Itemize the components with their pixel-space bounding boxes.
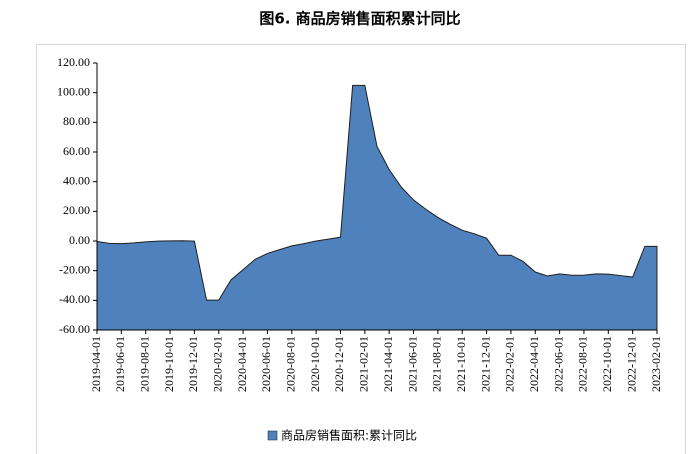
x-tick-label: 2022-12-01 [624, 336, 638, 392]
x-tick-label: 2021-04-01 [381, 336, 395, 392]
area [96, 84, 658, 331]
y-tick-label: 40.00 [63, 173, 90, 187]
legend-swatch [267, 430, 278, 441]
x-tick-label: 2022-08-01 [576, 336, 590, 392]
x-tick-label: 2019-08-01 [137, 336, 151, 392]
x-tick-label: 2020-08-01 [284, 336, 298, 392]
chart-title: 图6. 商品房销售面积累计同比 [259, 10, 460, 28]
chart-frame [36, 44, 686, 454]
x-tick-label: 2020-04-01 [235, 336, 249, 392]
x-tick-label: 2021-08-01 [430, 336, 444, 392]
y-tick-label: -40.00 [59, 292, 90, 306]
x-tick-label: 2022-04-01 [527, 336, 541, 392]
x-tick-label: 2021-06-01 [405, 336, 419, 392]
x-tick-label: 2022-02-01 [503, 336, 517, 392]
y-tick-label: 100.00 [57, 84, 90, 98]
y-tick-label: 60.00 [63, 144, 90, 158]
x-tick-label: 2022-10-01 [600, 336, 614, 392]
x-tick-label: 2020-06-01 [259, 336, 273, 392]
x-tick-label: 2019-12-01 [186, 336, 200, 392]
y-tick-label: 80.00 [63, 114, 90, 128]
y-tick-label: 0.00 [69, 233, 90, 247]
x-tick-label: 2019-04-01 [89, 336, 103, 392]
y-tick-label: -20.00 [59, 262, 90, 276]
x-tick-label: 2020-10-01 [308, 336, 322, 392]
x-tick-label: 2021-12-01 [478, 336, 492, 392]
x-tick-label: 2019-06-01 [113, 336, 127, 392]
x-tick-label: 2021-02-01 [357, 336, 371, 392]
x-tick-label: 2020-12-01 [332, 336, 346, 392]
x-tick-label: 2020-02-01 [210, 336, 224, 392]
legend-label: 商品房销售面积:累计同比 [281, 428, 417, 443]
x-tick-label: 2019-10-01 [162, 336, 176, 392]
y-tick-label: 120.00 [57, 55, 90, 69]
y-tick-label: -60.00 [59, 322, 90, 336]
x-tick-label: 2021-10-01 [454, 336, 468, 392]
y-tick-label: 20.00 [63, 203, 90, 217]
x-tick-label: 2023-02-01 [649, 336, 663, 392]
x-tick-label: 2022-06-01 [551, 336, 565, 392]
